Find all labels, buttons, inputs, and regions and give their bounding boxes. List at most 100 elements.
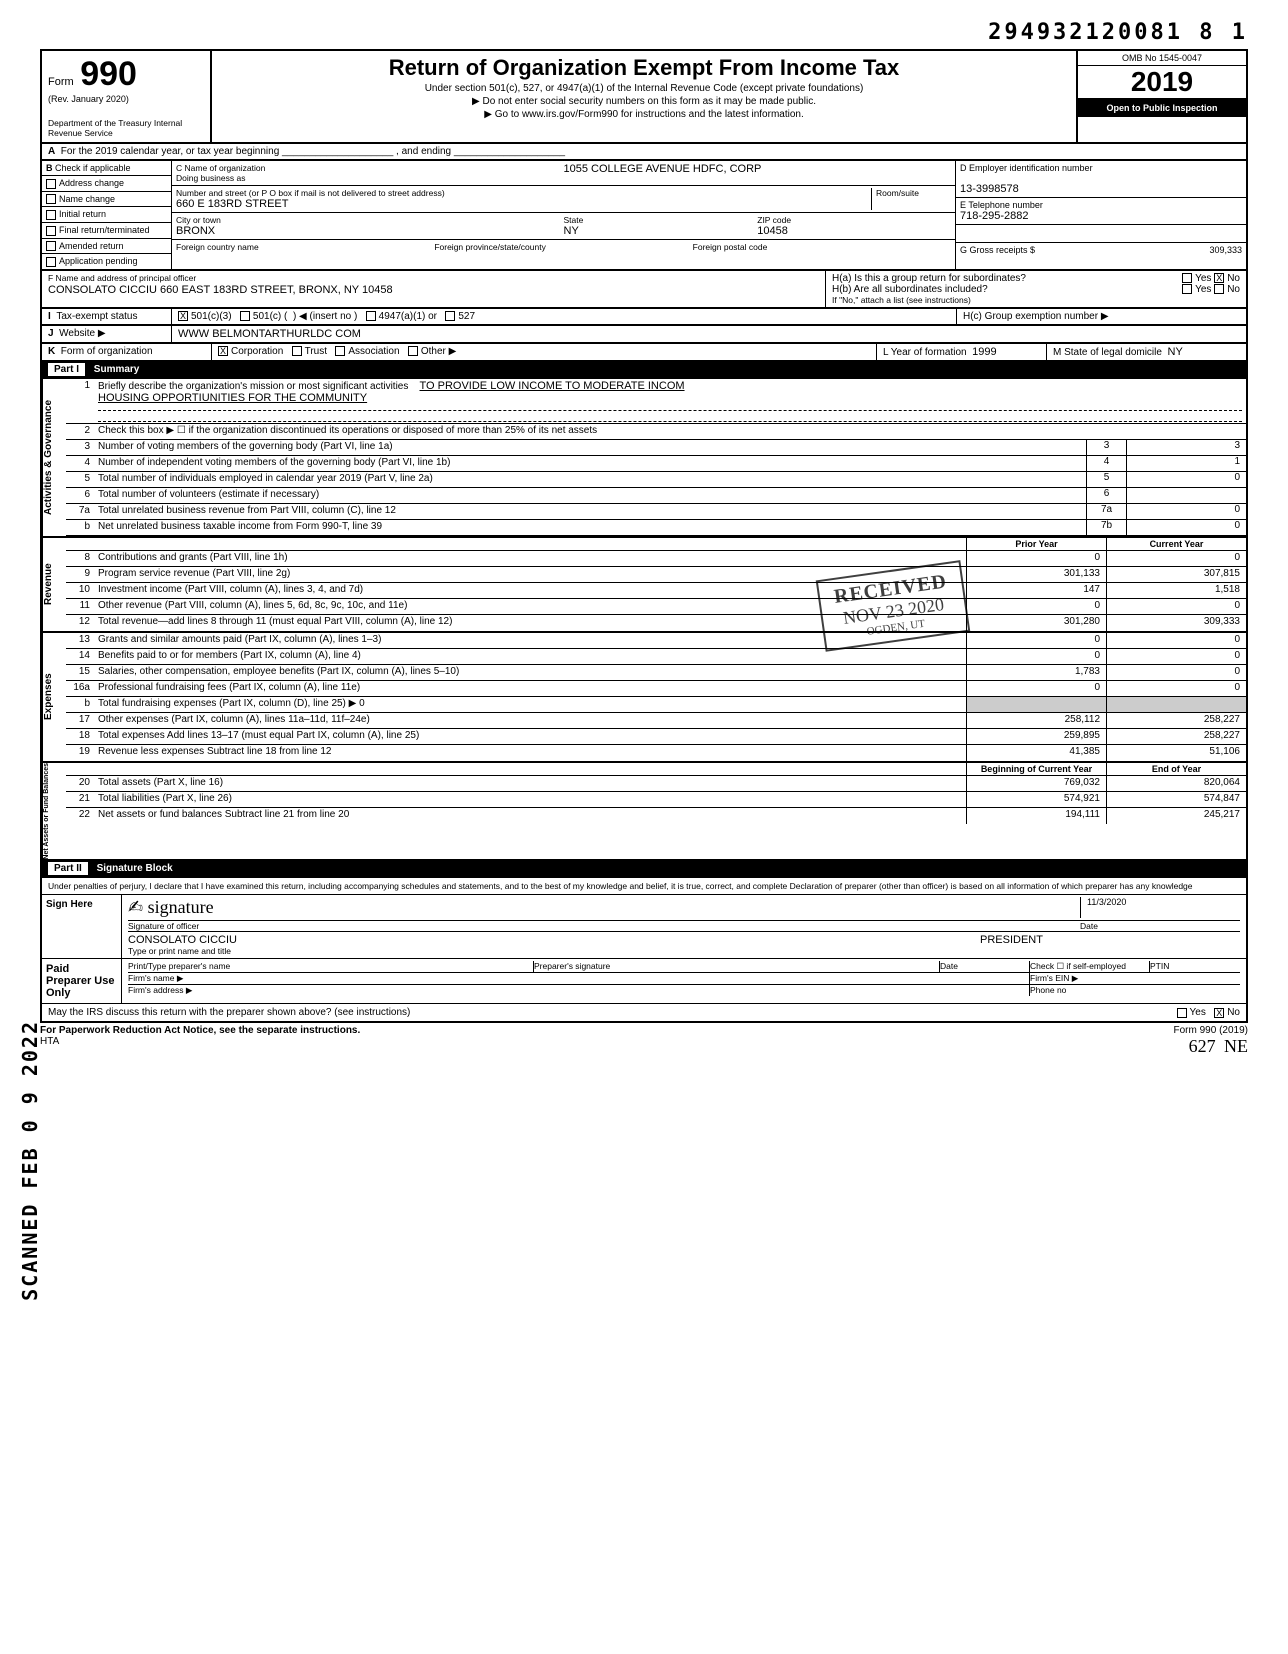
form-header: Form 990 (Rev. January 2020) Department … <box>40 49 1248 144</box>
c-room-label: Room/suite <box>876 188 919 198</box>
may-irs-text: May the IRS discuss this return with the… <box>48 1007 1177 1018</box>
row-f-h: F Name and address of principal officer … <box>40 271 1248 309</box>
row-a-tax-year: A For the 2019 calendar year, or tax yea… <box>40 144 1248 161</box>
paperwork-notice: For Paperwork Reduction Act Notice, see … <box>40 1025 360 1036</box>
f-label: F Name and address of principal officer <box>48 273 196 283</box>
open-public: Open to Public Inspection <box>1078 99 1246 117</box>
org-zip: 10458 <box>757 225 788 237</box>
b-label: B Check if applicable <box>42 161 171 176</box>
revenue-section: Revenue Prior Year Current Year 8Contrib… <box>40 538 1248 633</box>
org-street: 660 E 183RD STREET <box>176 198 289 210</box>
b-item[interactable]: Address change <box>42 176 171 192</box>
top-document-number: 294932120081 8 1 <box>40 20 1248 45</box>
part-i-header: Part I Summary <box>40 362 1248 379</box>
c-foreign-country: Foreign country name <box>176 242 434 252</box>
org-state: NY <box>564 225 579 237</box>
k-corp-check[interactable]: X <box>218 346 228 356</box>
may-irs-no[interactable]: X <box>1214 1008 1224 1018</box>
row-k: K Form of organization XCorporation Trus… <box>40 344 1248 362</box>
form-990-footer: Form 990 (2019) <box>1174 1025 1248 1036</box>
col-b-checkboxes: B Check if applicable Address change Nam… <box>42 161 172 269</box>
form-sub2: ▶ Do not enter social security numbers o… <box>218 96 1070 107</box>
col-current: Current Year <box>1106 538 1246 550</box>
part-ii-label: Part II <box>48 862 88 875</box>
b-item[interactable]: Name change <box>42 192 171 208</box>
governance-section: Activities & Governance 1 Briefly descri… <box>40 379 1248 538</box>
mission-text-1: TO PROVIDE LOW INCOME TO MODERATE INCOM <box>420 380 685 392</box>
b-item[interactable]: Amended return <box>42 239 171 255</box>
rev-sidebar: Revenue <box>42 538 66 631</box>
part-ii-title: Signature Block <box>97 863 173 874</box>
net-assets-section: Net Assets or Fund Balances Beginning of… <box>40 763 1248 862</box>
d-ein-label: D Employer identification number <box>960 163 1093 173</box>
form-label: Form <box>48 76 74 88</box>
i-501c3-check[interactable]: X <box>178 311 188 321</box>
d-gross-label: G Gross receipts $ <box>960 245 1035 255</box>
col-c-org-info: C Name of organization Doing business as… <box>172 161 956 269</box>
officer-signature[interactable]: ✍︎ signature <box>128 897 1080 918</box>
c-street-label: Number and street (or P O box if mail is… <box>176 188 445 198</box>
form-number: 990 <box>80 55 137 94</box>
sign-here-label: Sign Here <box>42 895 122 958</box>
prep-name-label: Print/Type preparer's name <box>128 961 534 972</box>
i-501c-check[interactable] <box>240 311 250 321</box>
expenses-section: Expenses 13Grants and similar amounts pa… <box>40 633 1248 763</box>
website: WWW BELMONTARTHURLDC COM <box>172 326 1246 342</box>
d-tel-label: E Telephone number <box>960 200 1043 210</box>
gross-receipts: 309,333 <box>1209 245 1242 255</box>
officer-title: PRESIDENT <box>980 934 1240 946</box>
form-sub3: ▶ Go to www.irs.gov/Form990 for instruct… <box>218 109 1070 120</box>
check-self[interactable]: Check ☐ if self-employed <box>1030 961 1150 972</box>
prep-date-label: Date <box>940 961 1030 972</box>
org-city: BRONX <box>176 225 215 237</box>
form-rev: (Rev. January 2020) <box>48 94 204 104</box>
col-d-ein-tel: D Employer identification number 13-3998… <box>956 161 1246 269</box>
c-foreign-prov: Foreign province/state/county <box>434 242 692 252</box>
hb-label: H(b) Are all subordinates included? <box>832 284 988 295</box>
b-item[interactable]: Final return/terminated <box>42 223 171 239</box>
k-assoc-check[interactable] <box>335 346 345 356</box>
hc-label: H(c) Group exemption number ▶ <box>956 309 1246 324</box>
sig-date-label: Date <box>1080 921 1240 931</box>
i-527-check[interactable] <box>445 311 455 321</box>
j-label: Website ▶ <box>59 328 105 339</box>
omb-number: OMB No 1545-0047 <box>1078 51 1246 66</box>
col-end: End of Year <box>1106 763 1246 775</box>
state-domicile: NY <box>1168 346 1183 358</box>
m-label: M State of legal domicile <box>1053 347 1162 358</box>
title-label: Type or print name and title <box>128 946 1240 956</box>
firm-ein-label: Firm's EIN ▶ <box>1030 973 1240 984</box>
c-zip-label: ZIP code <box>757 215 791 225</box>
header-right: OMB No 1545-0047 2019 Open to Public Ins… <box>1076 51 1246 142</box>
col-prior: Prior Year <box>966 538 1106 550</box>
org-name: 1055 COLLEGE AVENUE HDFC, CORP <box>564 163 952 183</box>
gov-sidebar: Activities & Governance <box>42 379 66 536</box>
l-label: L Year of formation <box>883 347 967 358</box>
handwritten-2: NE <box>1224 1036 1248 1056</box>
firm-name-label: Firm's name ▶ <box>128 973 1030 984</box>
k-trust-check[interactable] <box>292 346 302 356</box>
year-formation: 1999 <box>972 346 996 358</box>
may-irs-yes[interactable] <box>1177 1008 1187 1018</box>
c-dba-label: Doing business as <box>176 173 245 183</box>
footer: For Paperwork Reduction Act Notice, see … <box>40 1023 1248 1059</box>
block-b-c-d: B Check if applicable Address change Nam… <box>40 161 1248 271</box>
scanned-stamp: SCANNED FEB 0 9 2022 <box>18 1020 42 1301</box>
prep-sig-label: Preparer's signature <box>534 961 940 972</box>
header-mid: Return of Organization Exempt From Incom… <box>212 51 1076 142</box>
b-item[interactable]: Application pending <box>42 254 171 269</box>
handwritten-1: 627 <box>1189 1036 1216 1056</box>
hb-note: If "No," attach a list (see instructions… <box>832 295 1240 305</box>
tax-year: 2019 <box>1078 66 1246 99</box>
c-foreign-postal: Foreign postal code <box>693 242 951 252</box>
i-4947-check[interactable] <box>366 311 376 321</box>
hta: HTA <box>40 1036 59 1047</box>
row-a-text: For the 2019 calendar year, or tax year … <box>61 146 565 157</box>
part-ii-header: Part II Signature Block <box>40 861 1248 878</box>
form-sub1: Under section 501(c), 527, or 4947(a)(1)… <box>218 83 1070 94</box>
b-item[interactable]: Initial return <box>42 207 171 223</box>
org-tel: 718-295-2882 <box>960 210 1029 222</box>
k-other-check[interactable] <box>408 346 418 356</box>
l1-desc: Briefly describe the organization's miss… <box>98 381 408 392</box>
part-i-label: Part I <box>48 363 85 376</box>
